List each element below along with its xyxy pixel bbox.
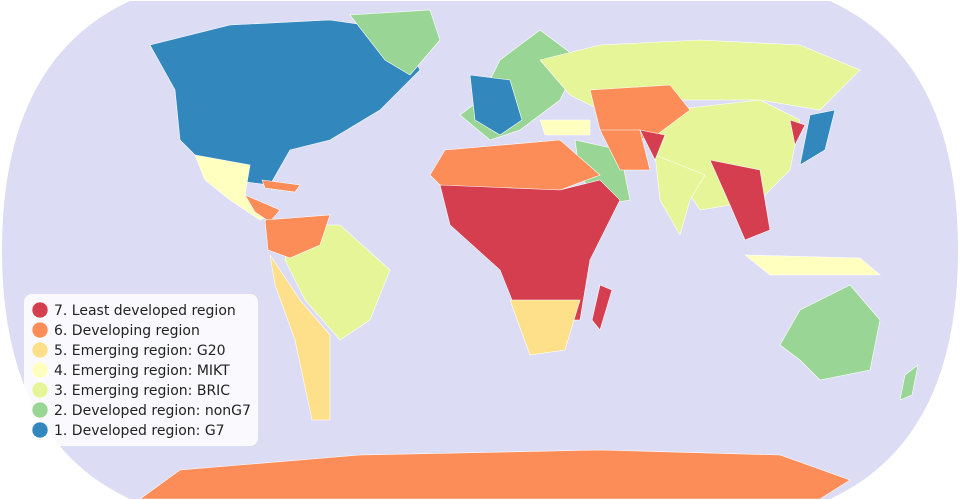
andean-north [264, 214, 331, 259]
indonesia [744, 254, 881, 276]
western-europe-g7 [469, 74, 523, 136]
india [654, 154, 706, 236]
madagascar [591, 284, 613, 331]
legend-swatch[interactable] [31, 401, 49, 419]
afghanistan [639, 129, 666, 161]
legend-swatch[interactable] [31, 361, 49, 379]
legend-label[interactable]: 3. Emerging region: BRIC [54, 383, 230, 399]
southeast-asia [709, 159, 771, 241]
turkey [539, 119, 591, 136]
north-korea [789, 119, 806, 146]
greenland [349, 9, 441, 76]
legend-box [24, 294, 258, 446]
legend-label[interactable]: 7. Least developed region [54, 303, 236, 319]
legend-swatch[interactable] [31, 421, 49, 439]
legend-swatch[interactable] [31, 301, 49, 319]
japan [799, 109, 836, 166]
southern-africa [509, 299, 581, 356]
legend-label[interactable]: 5. Emerging region: G20 [54, 343, 226, 359]
caribbean [261, 179, 301, 193]
iran [599, 129, 651, 171]
legend-swatch[interactable] [31, 381, 49, 399]
central-asia [589, 84, 691, 141]
legend-swatch[interactable] [31, 321, 49, 339]
north-america [149, 19, 421, 186]
legend-label[interactable]: 1. Developed region: G7 [54, 423, 225, 439]
antarctica [139, 449, 851, 500]
legend-label[interactable]: 6. Developing region [54, 323, 200, 339]
legend-label[interactable]: 4. Emerging region: MIKT [54, 363, 230, 379]
australia [779, 284, 881, 381]
brazil [284, 224, 391, 341]
russia [539, 39, 861, 111]
southern-cone [269, 254, 331, 421]
central-africa [439, 179, 621, 321]
legend-swatch[interactable] [31, 341, 49, 359]
new-zealand [899, 364, 919, 401]
legend-label[interactable]: 2. Developed region: nonG7 [54, 403, 251, 419]
